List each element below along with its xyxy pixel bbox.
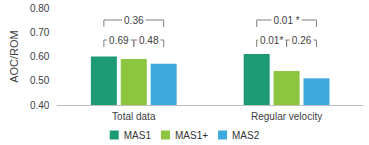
svg-text:Regular velocity: Regular velocity xyxy=(251,111,322,122)
svg-text:0.69: 0.69 xyxy=(109,35,129,46)
svg-text:0.01 *: 0.01 * xyxy=(274,15,300,26)
svg-text:0.50: 0.50 xyxy=(30,75,50,86)
svg-text:AOC/ROM: AOC/ROM xyxy=(8,30,20,83)
svg-text:Total data: Total data xyxy=(112,111,156,122)
svg-text:MAS1+: MAS1+ xyxy=(175,130,208,141)
svg-text:0.60: 0.60 xyxy=(30,51,50,62)
svg-text:0.70: 0.70 xyxy=(30,27,50,38)
svg-text:0.26: 0.26 xyxy=(292,35,312,46)
svg-text:0.80: 0.80 xyxy=(30,3,50,14)
svg-text:0.36: 0.36 xyxy=(124,15,144,26)
svg-text:0.40: 0.40 xyxy=(30,100,50,111)
svg-text:0.48: 0.48 xyxy=(139,35,159,46)
svg-text:MAS2: MAS2 xyxy=(232,130,260,141)
svg-text:0.01*: 0.01* xyxy=(260,35,283,46)
svg-text:MAS1: MAS1 xyxy=(124,130,152,141)
